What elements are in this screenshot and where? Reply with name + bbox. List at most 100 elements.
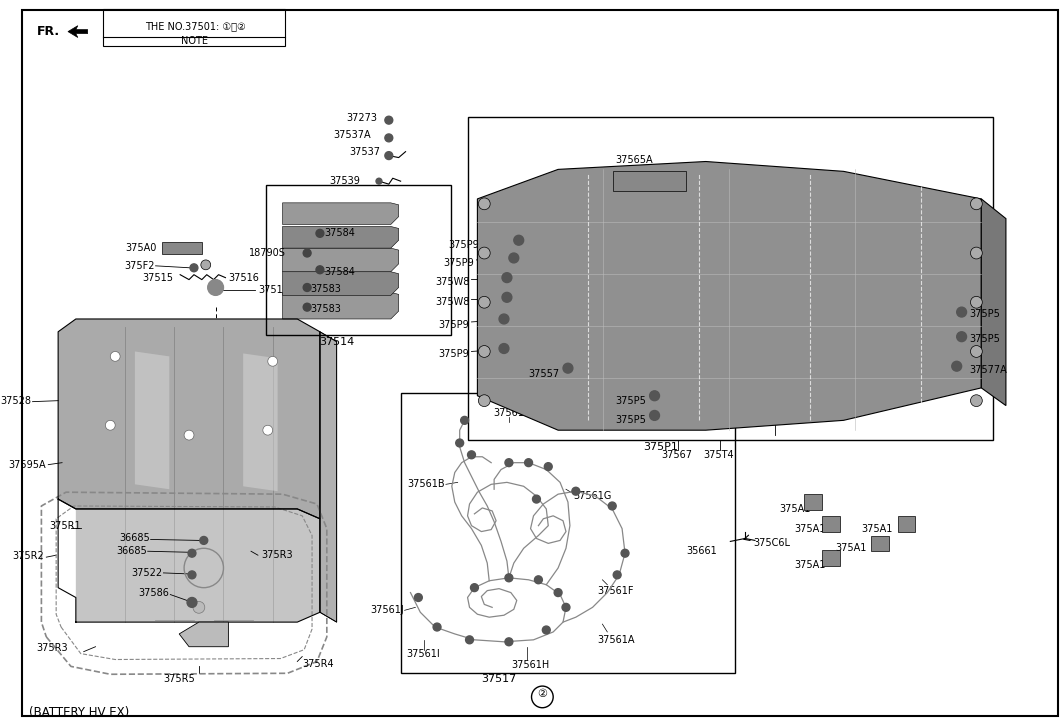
Text: 375F2: 375F2 [124, 261, 154, 271]
Circle shape [478, 247, 490, 259]
Circle shape [187, 598, 197, 607]
Text: 37539: 37539 [330, 176, 360, 186]
Circle shape [499, 314, 509, 324]
Circle shape [478, 198, 490, 209]
Text: 375R3: 375R3 [260, 550, 292, 561]
Circle shape [535, 576, 542, 584]
Circle shape [316, 230, 324, 237]
Circle shape [525, 459, 533, 467]
Circle shape [608, 502, 617, 510]
Polygon shape [163, 242, 202, 254]
Polygon shape [243, 353, 277, 491]
Polygon shape [135, 351, 169, 489]
Circle shape [385, 134, 392, 142]
Text: 375R5: 375R5 [164, 674, 196, 684]
Polygon shape [981, 199, 1006, 406]
Polygon shape [283, 203, 399, 225]
Text: 37518: 37518 [258, 286, 289, 295]
Text: 375P5: 375P5 [969, 334, 1000, 344]
Text: 375A1: 375A1 [861, 523, 893, 534]
Polygon shape [283, 248, 399, 272]
Circle shape [613, 571, 621, 579]
Polygon shape [871, 536, 889, 551]
Text: 37584: 37584 [324, 267, 355, 277]
Circle shape [542, 626, 551, 634]
Circle shape [509, 253, 519, 263]
Text: 375A1: 375A1 [779, 504, 811, 514]
Circle shape [385, 116, 392, 124]
Polygon shape [75, 509, 320, 622]
Text: 375R3: 375R3 [36, 643, 68, 653]
Circle shape [505, 574, 512, 582]
Circle shape [111, 351, 120, 361]
Text: 37516: 37516 [229, 273, 259, 283]
Circle shape [415, 593, 422, 601]
Circle shape [554, 589, 562, 597]
Text: 375W8: 375W8 [435, 297, 470, 308]
Circle shape [268, 356, 277, 366]
Circle shape [533, 495, 540, 503]
Polygon shape [477, 161, 981, 430]
Circle shape [316, 266, 324, 273]
Circle shape [193, 601, 205, 614]
Circle shape [478, 345, 490, 358]
Text: ②: ② [538, 689, 547, 699]
Text: 375P5: 375P5 [615, 415, 646, 425]
Text: 37557: 37557 [528, 369, 560, 379]
Circle shape [957, 308, 966, 317]
Text: 37528: 37528 [1, 395, 32, 406]
Text: 375R1: 375R1 [49, 521, 81, 531]
Text: 375T4: 375T4 [704, 450, 735, 459]
Circle shape [478, 297, 490, 308]
Circle shape [649, 391, 659, 401]
Text: THE NO.37501: ①－②: THE NO.37501: ①－② [145, 20, 246, 31]
Text: 375R4: 375R4 [302, 659, 334, 670]
Circle shape [385, 152, 392, 159]
Circle shape [471, 584, 478, 592]
Text: 37565A: 37565A [615, 155, 653, 164]
Polygon shape [613, 172, 686, 191]
Text: 37595A: 37595A [9, 459, 47, 470]
Text: 375R2: 375R2 [13, 551, 45, 561]
Circle shape [188, 571, 196, 579]
Circle shape [505, 459, 512, 467]
Text: 37522: 37522 [132, 568, 163, 578]
Circle shape [190, 264, 198, 272]
Circle shape [376, 178, 382, 184]
Text: 37583: 37583 [310, 304, 341, 314]
Text: 375P9: 375P9 [449, 240, 479, 250]
Circle shape [544, 462, 552, 470]
Circle shape [621, 550, 629, 557]
Circle shape [200, 537, 207, 545]
Circle shape [572, 487, 579, 495]
Text: 375P9: 375P9 [443, 258, 474, 268]
Text: 37583: 37583 [310, 284, 341, 294]
Text: 37567: 37567 [661, 450, 692, 459]
Circle shape [563, 364, 573, 373]
Circle shape [971, 198, 982, 209]
Text: 37561A: 37561A [597, 635, 635, 645]
Text: 37561H: 37561H [511, 660, 550, 670]
Circle shape [562, 603, 570, 611]
Text: 37584: 37584 [324, 228, 355, 238]
Circle shape [649, 411, 659, 420]
Text: 375C6L: 375C6L [753, 539, 790, 548]
Text: 375A0: 375A0 [125, 243, 156, 253]
Circle shape [951, 361, 962, 371]
Polygon shape [283, 292, 399, 319]
Circle shape [460, 417, 469, 425]
Circle shape [499, 344, 509, 353]
Text: 37561F: 37561F [597, 586, 634, 595]
Circle shape [263, 425, 273, 435]
Circle shape [201, 260, 210, 270]
Text: 36685: 36685 [119, 534, 150, 544]
Text: 37586: 37586 [138, 587, 169, 598]
Circle shape [505, 638, 512, 646]
Text: 37577A: 37577A [969, 365, 1008, 375]
Polygon shape [283, 272, 399, 295]
Text: 37537: 37537 [350, 147, 381, 156]
Circle shape [303, 284, 311, 292]
Circle shape [971, 247, 982, 259]
Text: 375W8: 375W8 [435, 276, 470, 286]
Text: 375P5: 375P5 [969, 309, 1000, 319]
